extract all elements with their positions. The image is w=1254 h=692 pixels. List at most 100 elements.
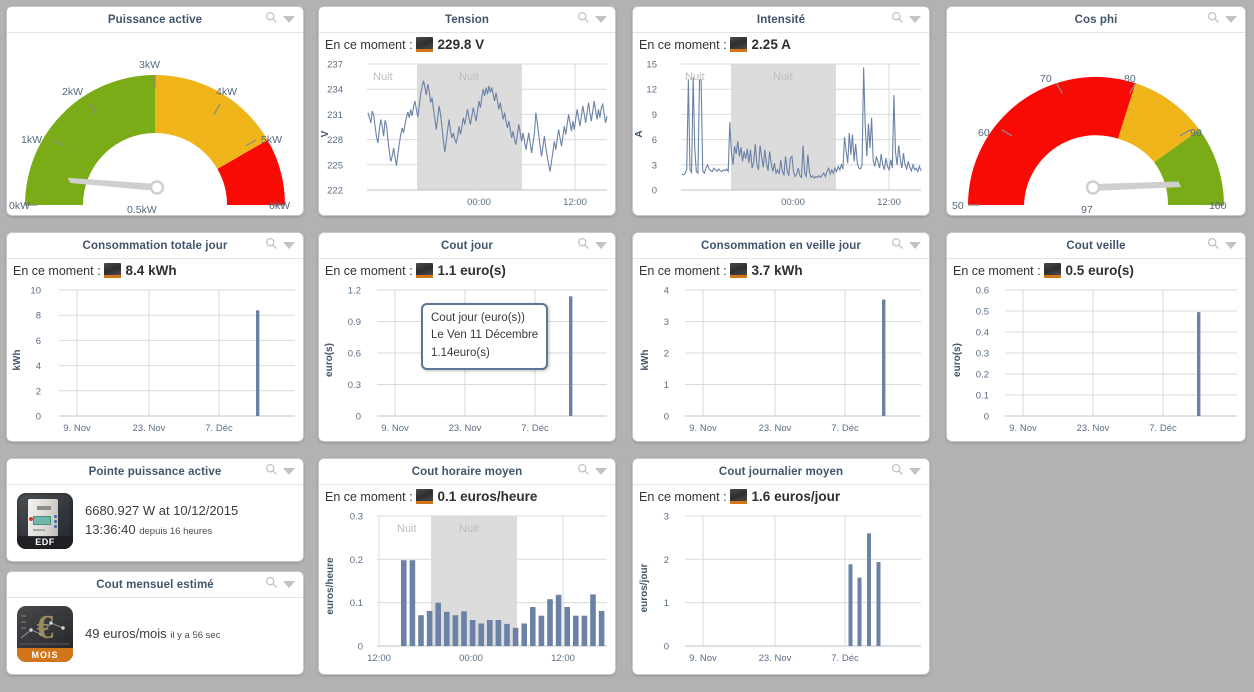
euro-glyph: €	[36, 609, 54, 646]
bars	[1197, 312, 1201, 416]
series-line	[367, 80, 608, 172]
chevron-down-icon[interactable]	[595, 11, 607, 29]
chevron-down-icon[interactable]	[283, 576, 295, 594]
moment-row: En ce moment : 1.1 euro(s)	[319, 259, 615, 280]
widget-title: Consommation en veille jour	[701, 239, 861, 252]
chevron-down-icon[interactable]	[909, 463, 921, 481]
pointe-since: depuis 16 heures	[139, 526, 213, 537]
ytick-228: 228	[327, 135, 343, 146]
moment-value: 0.1 euros/heure	[437, 489, 538, 504]
xtick-1: 23. Nov	[759, 653, 792, 664]
search-icon[interactable]	[265, 11, 278, 29]
widget-tools	[577, 237, 607, 255]
sensor-thumbnail-icon	[729, 37, 747, 52]
chart-tension[interactable]: Nuit Nuit 237 234 231 228 225 222 V 00:0…	[319, 54, 615, 211]
pointe-line-1: 6680.927 W at 10/12/2015	[85, 503, 239, 519]
ytick-0: 0	[652, 186, 657, 197]
chart-cout-veille[interactable]: 0.6 0.5 0.4 0.3 0.2 0.1 0 euro(s) 9. Nov…	[947, 280, 1245, 437]
widget-tools	[1207, 11, 1237, 29]
gauge-tick-4: 4kW	[216, 86, 237, 98]
widget-body: € MOIS 49 euros/mois il y a 56 sec	[7, 598, 303, 670]
moment-row: En ce moment : 0.5 euro(s)	[947, 259, 1245, 280]
widget-header: Puissance active	[7, 7, 303, 33]
widget-tension: Tension En ce moment : 229.8 V	[318, 6, 616, 216]
widget-puissance-active: Puissance active	[6, 6, 304, 216]
sensor-thumbnail-icon	[415, 489, 433, 504]
ytick-0-3: 0.3	[348, 380, 361, 391]
widget-pointe-puissance-active: Pointe puissance active EDF	[6, 458, 304, 562]
chart-intensite[interactable]: Nuit Nuit 15 12 9 6 3 0 A 00:00 12:00	[633, 54, 929, 211]
widget-header: Cout veille	[947, 233, 1245, 259]
gauge-tick-80: 80	[1124, 73, 1136, 85]
ytick-4: 4	[664, 286, 669, 297]
chart-consommation-veille-jour[interactable]: 4 3 2 1 0 kWh 9. Nov 23. Nov 7. Déc	[633, 280, 929, 437]
chevron-down-icon[interactable]	[283, 237, 295, 255]
widget-title: Intensité	[756, 13, 806, 26]
chevron-down-icon[interactable]	[909, 237, 921, 255]
gauge-tick-100: 100	[1209, 200, 1227, 212]
ytick-231: 231	[327, 110, 343, 121]
xtick-0: 00:00	[467, 197, 491, 208]
chart-cout-journalier-moyen[interactable]: 3 2 1 0 euros/jour 9. Nov 23. Nov 7. Déc	[633, 506, 929, 670]
xtick-2: 7. Déc	[1149, 423, 1177, 434]
widget-body: En ce moment : 2.25 A Nuit	[633, 33, 929, 211]
search-icon[interactable]	[577, 237, 590, 255]
chevron-down-icon[interactable]	[283, 463, 295, 481]
moment-value: 1.6 euros/jour	[751, 489, 841, 504]
moment-value: 2.25 A	[751, 37, 791, 52]
search-icon[interactable]	[891, 11, 904, 29]
y-axis-title: euro(s)	[324, 343, 335, 377]
search-icon[interactable]	[891, 463, 904, 481]
gauge-needle	[67, 177, 165, 195]
chart-tooltip: Cout jour (euro(s)) Le Ven 11 Décembre 1…	[421, 303, 549, 370]
chevron-down-icon[interactable]	[1225, 11, 1237, 29]
xtick-2: 7. Déc	[831, 653, 859, 664]
moment-value: 1.1 euro(s)	[437, 263, 506, 278]
search-icon[interactable]	[265, 237, 278, 255]
widget-tools	[1207, 237, 1237, 255]
ytick-0: 0	[36, 412, 41, 423]
ytick-0-2: 0.2	[350, 555, 363, 566]
chart-consommation-totale-jour[interactable]: 10 8 6 4 2 0 kWh 9. Nov 23. Nov 7. Déc	[7, 280, 303, 437]
search-icon[interactable]	[265, 576, 278, 594]
widget-tools	[891, 11, 921, 29]
ytick-0: 0	[664, 642, 669, 653]
pointe-text: 6680.927 W at 10/12/2015 13:36:40 depuis…	[85, 502, 238, 540]
sensor-thumbnail-icon	[103, 263, 121, 278]
gridlines	[1005, 289, 1237, 417]
moment-row: En ce moment : 0.1 euros/heure	[319, 485, 615, 506]
moment-label: En ce moment :	[325, 37, 413, 52]
chevron-down-icon[interactable]	[595, 463, 607, 481]
chevron-down-icon[interactable]	[909, 11, 921, 29]
search-icon[interactable]	[891, 237, 904, 255]
search-icon[interactable]	[265, 463, 278, 481]
chart-cout-jour[interactable]: 1.2 0.9 0.6 0.3 0 euro(s) 9. Nov 23. Nov…	[319, 280, 615, 437]
xtick-0: 9. Nov	[381, 423, 409, 434]
gridlines	[685, 289, 921, 417]
search-icon[interactable]	[577, 463, 590, 481]
gauge-cos-phi: 50 60 70 80 90 100 97	[952, 73, 1227, 215]
chevron-down-icon[interactable]	[595, 237, 607, 255]
xtick-2: 7. Déc	[831, 423, 859, 434]
mois-label: MOIS	[17, 648, 73, 662]
chart-cout-horaire-moyen[interactable]: Nuit Nuit 0.3 0.2 0.1 0 euros/heure 12:0…	[319, 506, 615, 670]
widget-header: Cout mensuel estimé	[7, 572, 303, 598]
search-icon[interactable]	[1207, 11, 1220, 29]
bars	[882, 299, 886, 416]
xtick-2: 7. Déc	[205, 423, 233, 434]
widget-header: Cout journalier moyen	[633, 459, 929, 485]
widget-title: Cout journalier moyen	[718, 465, 844, 478]
gauge-tick-5: 5kW	[261, 134, 282, 146]
ytick-234: 234	[327, 85, 343, 96]
xtick-0: 9. Nov	[1009, 423, 1037, 434]
ytick-0-4: 0.4	[976, 328, 989, 339]
xtick-1: 12:00	[563, 197, 587, 208]
widget-title: Cout veille	[1066, 239, 1126, 252]
series-line	[681, 67, 922, 180]
search-icon[interactable]	[1207, 237, 1220, 255]
xtick-0: 9. Nov	[63, 423, 91, 434]
chevron-down-icon[interactable]	[283, 11, 295, 29]
y-axis-title: euros/jour	[639, 563, 650, 612]
search-icon[interactable]	[577, 11, 590, 29]
chevron-down-icon[interactable]	[1225, 237, 1237, 255]
